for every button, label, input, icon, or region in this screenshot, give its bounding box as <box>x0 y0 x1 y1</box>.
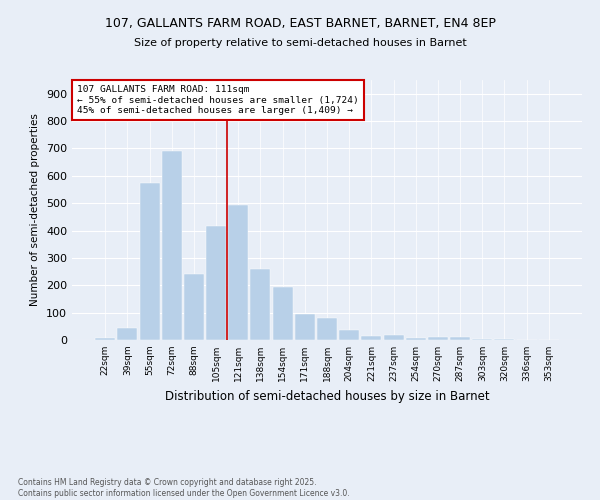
Bar <box>228 204 248 340</box>
Bar <box>339 330 359 340</box>
Bar <box>206 226 226 340</box>
X-axis label: Distribution of semi-detached houses by size in Barnet: Distribution of semi-detached houses by … <box>164 390 490 402</box>
Bar <box>450 336 470 340</box>
Bar <box>140 182 160 340</box>
Bar <box>406 338 426 340</box>
Bar <box>361 336 382 340</box>
Text: Contains HM Land Registry data © Crown copyright and database right 2025.
Contai: Contains HM Land Registry data © Crown c… <box>18 478 350 498</box>
Bar <box>472 339 492 340</box>
Bar <box>95 338 115 340</box>
Text: Size of property relative to semi-detached houses in Barnet: Size of property relative to semi-detach… <box>134 38 466 48</box>
Text: 107, GALLANTS FARM ROAD, EAST BARNET, BARNET, EN4 8EP: 107, GALLANTS FARM ROAD, EAST BARNET, BA… <box>104 18 496 30</box>
Text: 107 GALLANTS FARM ROAD: 111sqm
← 55% of semi-detached houses are smaller (1,724): 107 GALLANTS FARM ROAD: 111sqm ← 55% of … <box>77 85 359 115</box>
Bar <box>162 151 182 340</box>
Bar <box>118 328 137 340</box>
Bar <box>317 318 337 340</box>
Bar <box>494 339 514 340</box>
Bar <box>184 274 204 340</box>
Bar <box>383 336 404 340</box>
Bar <box>428 338 448 340</box>
Y-axis label: Number of semi-detached properties: Number of semi-detached properties <box>31 114 40 306</box>
Bar <box>250 269 271 340</box>
Bar <box>272 286 293 340</box>
Bar <box>295 314 315 340</box>
